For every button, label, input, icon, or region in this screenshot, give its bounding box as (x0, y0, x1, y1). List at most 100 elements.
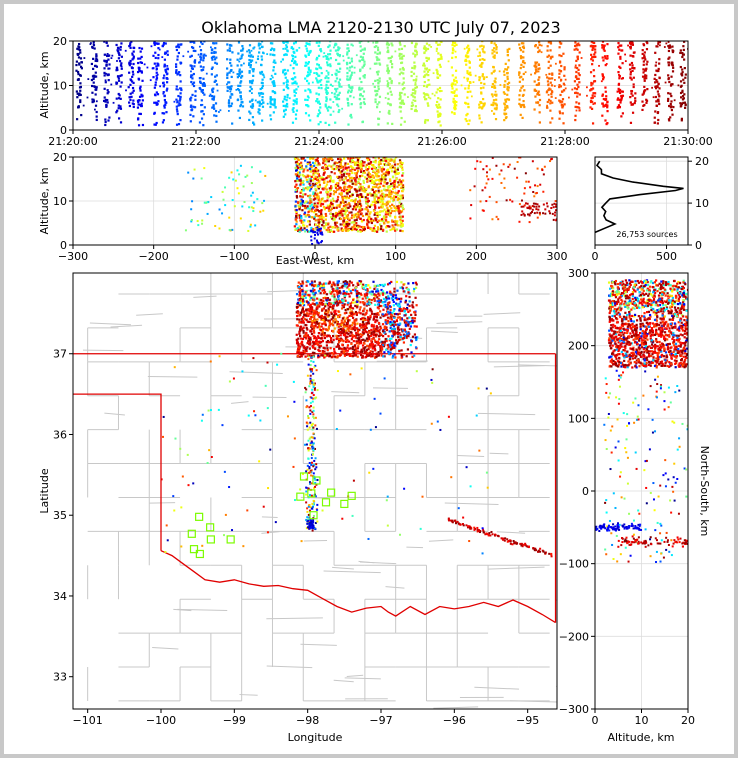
lightning-source-point (354, 180, 357, 183)
lightning-source-point (537, 50, 540, 54)
lightning-source-point (389, 215, 392, 218)
lightning-source-point (629, 71, 632, 74)
lightning-source-point (261, 119, 264, 122)
lightning-source-point (190, 64, 193, 68)
lightning-source-point (577, 68, 580, 71)
lightning-source-point (314, 187, 317, 191)
lightning-source-point (350, 157, 354, 159)
lightning-source-point (399, 57, 402, 60)
lightning-source-point (300, 226, 303, 229)
lightning-source-point (118, 53, 121, 57)
lightning-source-point (348, 222, 351, 225)
lightning-source-point (257, 42, 261, 45)
lightning-source-point (306, 188, 309, 191)
lightning-source-point (354, 208, 357, 211)
lightning-source-point (79, 51, 82, 54)
lightning-source-point (190, 46, 194, 49)
lightning-source-point (76, 118, 79, 121)
lightning-source-point (469, 189, 472, 192)
lightning-source-point (351, 86, 354, 89)
lightning-source-point (438, 43, 441, 46)
lightning-source-point (401, 172, 405, 175)
lightning-source-point (551, 101, 554, 104)
lightning-source-point (436, 100, 439, 104)
lightning-source-point (641, 52, 644, 56)
lightning-source-point (451, 74, 454, 77)
lightning-source-point (362, 179, 365, 183)
lightning-source-point (398, 48, 401, 51)
lightning-source-point (200, 177, 203, 180)
lightning-source-point (163, 65, 166, 68)
altitude-tick-label: 0 (60, 239, 67, 252)
lightning-source-point (363, 295, 366, 298)
lightning-source-point (523, 204, 526, 207)
lightning-source-point (385, 157, 388, 161)
lightning-source-point (309, 177, 312, 180)
lightning-source-point (258, 112, 261, 115)
lightning-source-point (166, 68, 169, 71)
lightning-source-point (343, 196, 346, 199)
lightning-source-point (396, 331, 400, 334)
lightning-source-point (230, 75, 233, 79)
lightning-source-point (96, 59, 99, 63)
lightning-source-point (617, 46, 620, 49)
lightning-source-point (389, 159, 392, 162)
lightning-source-point (358, 202, 361, 206)
lightning-source-point (308, 220, 311, 223)
lightning-source-point (387, 158, 390, 161)
lightning-source-point (495, 107, 498, 110)
lightning-source-point (375, 193, 378, 196)
lightning-source-point (350, 57, 353, 60)
lightning-source-point (578, 74, 581, 77)
lightning-source-point (387, 43, 391, 46)
lightning-source-point (132, 73, 135, 76)
lightning-source-point (493, 93, 496, 96)
lightning-source-point (294, 117, 298, 120)
lightning-source-point (393, 185, 396, 188)
lightning-source-point (391, 44, 394, 47)
lightning-source-point (317, 81, 320, 84)
lightning-source-point (293, 89, 296, 92)
lightning-source-point (399, 205, 402, 208)
lightning-source-point (401, 57, 404, 60)
lightning-source-point (193, 41, 196, 44)
lightning-source-point (317, 123, 320, 126)
lightning-source-point (620, 77, 623, 80)
lightning-source-point (370, 175, 373, 178)
lightning-source-point (319, 229, 322, 233)
lightning-source-point (591, 87, 595, 90)
lightning-source-point (295, 194, 298, 198)
lightning-source-point (603, 44, 606, 47)
lightning-source-point (554, 200, 557, 203)
lightning-source-point (401, 55, 404, 58)
lightning-source-point (380, 225, 383, 228)
lightning-source-point (337, 227, 340, 230)
lightning-source-point (383, 208, 386, 211)
lightning-source-point (300, 297, 303, 300)
lightning-source-point (629, 95, 632, 99)
lightning-source-point (381, 301, 384, 304)
lightning-source-point (298, 230, 301, 233)
lightning-source-point (192, 46, 195, 49)
lightning-source-point (403, 120, 406, 123)
lightning-source-point (340, 189, 343, 192)
lightning-source-point (370, 203, 373, 206)
lightning-source-point (468, 66, 471, 69)
lightning-source-point (529, 186, 532, 189)
lightning-source-point (681, 98, 685, 101)
lightning-source-point (559, 100, 562, 103)
lightning-source-point (316, 192, 319, 195)
lightning-source-point (248, 110, 251, 113)
lightning-source-point (363, 63, 366, 66)
lightning-source-point (291, 121, 295, 124)
lightning-source-point (631, 43, 635, 46)
lightning-source-point (390, 280, 393, 284)
lightning-source-point (518, 94, 521, 97)
lightning-source-point (312, 174, 315, 177)
lightning-source-point (482, 86, 485, 89)
lightning-source-point (617, 41, 620, 45)
lightning-source-point (214, 102, 218, 105)
lightning-source-point (252, 121, 255, 124)
lightning-source-point (326, 298, 329, 301)
lightning-source-point (376, 73, 380, 76)
